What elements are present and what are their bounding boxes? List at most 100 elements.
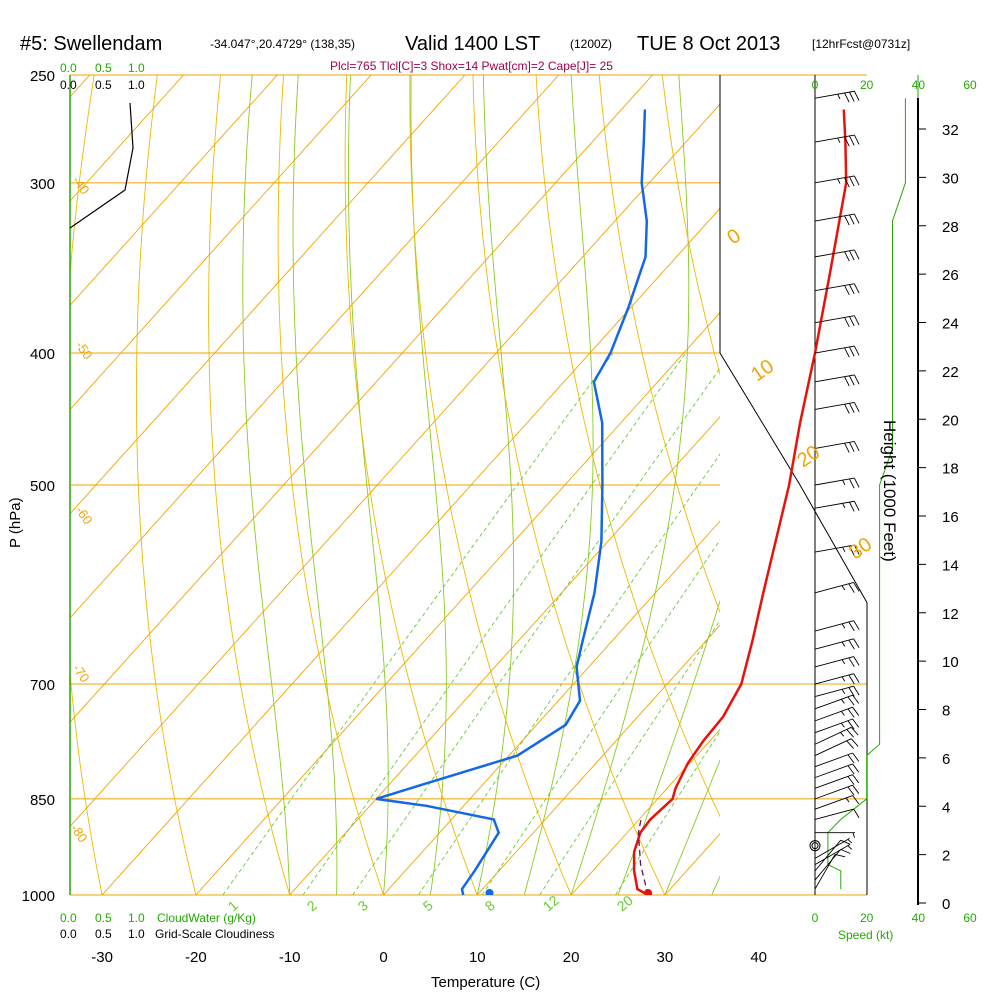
- height-tick-label: 18: [942, 461, 959, 478]
- station-coords: -34.047°,20.4729° (138,35): [210, 37, 355, 51]
- height-tick-label: 6: [942, 751, 950, 768]
- wind-barb: [814, 795, 860, 810]
- dry-adiabat-line: [661, 75, 720, 376]
- isotherm-line: [570, 728, 720, 895]
- wind-barb: [814, 213, 860, 226]
- wind-barb: [814, 283, 860, 296]
- temperature-tick-label: -30: [91, 949, 113, 966]
- wind-barb: [814, 90, 860, 103]
- temperature-tick-label: 30: [657, 949, 674, 966]
- wind-speed-top-label: 20: [860, 78, 874, 92]
- x-axis-title: Temperature (C): [431, 974, 540, 991]
- moist-adiabat-line: [617, 599, 720, 895]
- isotherm-label: 20: [793, 441, 824, 472]
- pressure-tick-label: 1000: [22, 888, 55, 905]
- left-isotherm-label: -70: [70, 661, 93, 685]
- surface-dewpoint-dot: [485, 889, 494, 895]
- dry-adiabat-line: [208, 75, 291, 895]
- temperature-tick-label: 10: [469, 949, 486, 966]
- height-tick-label: 2: [942, 848, 950, 865]
- mixing-ratio-line: [481, 539, 720, 895]
- axis-labels: -30 -20 -10 0 10 20 30 402503004005007008501000…: [22, 61, 977, 966]
- wind-barb: [814, 441, 860, 453]
- cloudiness-bottom-label: 1.0: [128, 927, 145, 941]
- wind-speed-bottom-label: 0: [812, 911, 819, 925]
- dry-adiabat-line: [472, 75, 666, 895]
- cloudiness-title: Grid-Scale Cloudiness: [155, 927, 274, 941]
- mixing-ratio-label: 5: [420, 897, 436, 914]
- wind-barb: [814, 784, 860, 800]
- frame-diagonal: [719, 352, 868, 895]
- moist-adiabat-line: [348, 75, 389, 895]
- height-tick-label: 32: [942, 122, 959, 139]
- wind-barb: [814, 738, 859, 756]
- dry-adiabat-line: [344, 75, 478, 895]
- cloud-water-top-label: 0.0: [60, 61, 77, 75]
- wind-barb: [814, 838, 853, 859]
- dry-adiabat-line: [409, 75, 572, 895]
- mixing-ratio-label: 8: [482, 897, 498, 914]
- height-tick-label: 24: [942, 316, 959, 333]
- wind-barb: [814, 726, 859, 745]
- isotherm-line: [853, 75, 1000, 895]
- mixing-ratio-line: [352, 367, 720, 895]
- wind-barb: [814, 620, 860, 632]
- height-tick-label: 26: [942, 267, 959, 284]
- moist-adiabat-line: [664, 759, 720, 895]
- cloud-water-bottom-label: 0.5: [95, 911, 112, 925]
- temperature-tick-label: -10: [279, 949, 301, 966]
- plot-frame: [69, 75, 868, 895]
- wind-barb: [814, 848, 851, 881]
- height-tick-label: 4: [942, 799, 950, 816]
- cloudiness-top-label: 1.0: [128, 78, 145, 92]
- wind-speed-line: [827, 98, 906, 890]
- wind-barb: [814, 249, 860, 262]
- isobars: [70, 74, 867, 896]
- mixing-ratio-label: 3: [355, 897, 371, 914]
- wind-barb: [814, 544, 860, 556]
- isotherm-label: 30: [845, 533, 876, 564]
- pressure-tick-label: 500: [30, 478, 55, 495]
- stability-indices: Plcl=765 Tlcl[C]=3 Shox=14 Pwat[cm]=2 Ca…: [330, 59, 613, 73]
- moist-adiabat-line: [242, 75, 291, 895]
- y-axis-title: P (hPa): [7, 497, 24, 548]
- dry-adiabat-line: [277, 75, 384, 895]
- wind-speed-bottom-label: 20: [860, 911, 874, 925]
- forecast-info: [12hrFcst@0731z]: [812, 37, 910, 51]
- wind-barb: [814, 752, 860, 768]
- wind-barb: [814, 345, 860, 358]
- moist-adiabat-line: [523, 75, 594, 895]
- height-tick-label: 12: [942, 606, 959, 623]
- cloudiness-bottom-label: 0.0: [60, 927, 77, 941]
- cloudiness-line: [69, 102, 134, 229]
- height-tick-label: 0: [942, 896, 950, 913]
- wind-barb: [814, 844, 853, 866]
- dry-adiabat-line: [535, 75, 720, 818]
- wind-barb: [814, 175, 860, 188]
- dewpoint-line: [375, 109, 649, 895]
- wind-barb: [814, 808, 860, 820]
- wind-speed-bottom-label: 60: [963, 911, 977, 925]
- cloud-water-top-label: 0.5: [95, 61, 112, 75]
- temperature-tick-label: 20: [563, 949, 580, 966]
- isotherm-line: [70, 75, 372, 411]
- wind-barb: [814, 763, 860, 779]
- wind-barb: [814, 694, 860, 710]
- wind-barb: [814, 685, 860, 698]
- wind-speed-bottom-label: 40: [912, 911, 926, 925]
- height-tick-label: 28: [942, 219, 959, 236]
- pressure-tick-label: 400: [30, 346, 55, 363]
- mixing-ratio-line: [539, 619, 720, 895]
- wind-barb: [814, 638, 860, 650]
- forecast-date: TUE 8 Oct 2013: [637, 33, 780, 55]
- height-tick-label: 22: [942, 364, 959, 381]
- wind-barb: [814, 315, 860, 327]
- valid-time: Valid 1400 LST: [405, 33, 540, 55]
- wind-barb: [814, 582, 860, 594]
- left-isotherm-label: -40: [70, 173, 93, 197]
- temperature-tick-label: -20: [185, 949, 207, 966]
- surface-temperature-dot: [644, 889, 653, 895]
- moist-adiabat-line: [570, 75, 690, 895]
